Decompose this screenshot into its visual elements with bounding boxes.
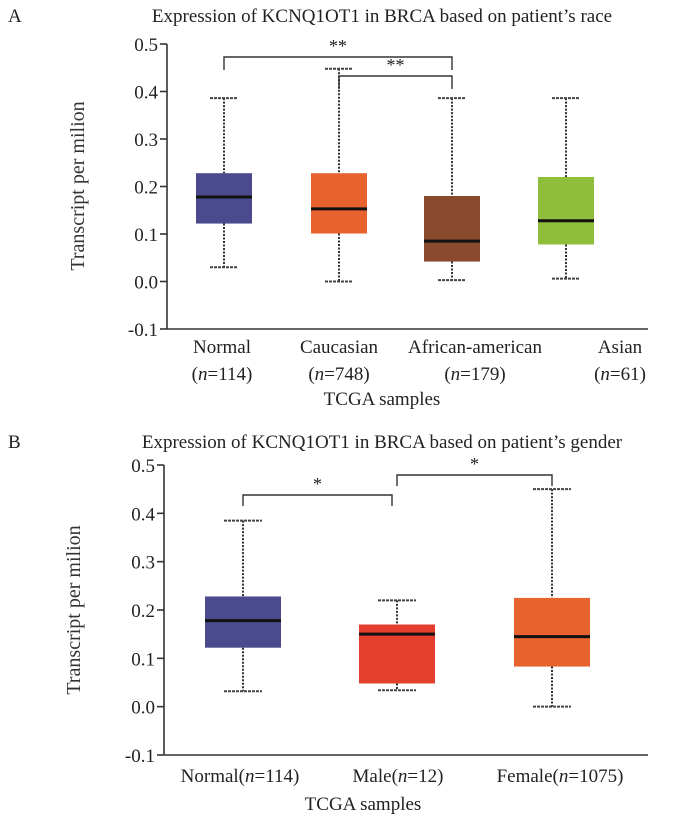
panel-b-y-tick-label: 0.1 — [131, 649, 155, 670]
significance-label: ** — [329, 36, 347, 56]
panel-b-x-axis-label: TCGA samples — [305, 794, 422, 815]
panel-a-x-category-n: (n=114) — [192, 364, 253, 385]
panel-b-y-tick-label: -0.1 — [125, 746, 155, 767]
panel-a-box-asian — [538, 97, 594, 280]
panel-a-box-caucasian — [311, 67, 367, 283]
panel-a-x-category-label: Caucasian — [300, 337, 379, 358]
panel-b-x-category-label: Male(n=12) — [353, 766, 444, 787]
panel-a-significance-bracket: ** — [338, 55, 453, 89]
panel-a-y-tick-label: 0.1 — [134, 225, 158, 246]
interquartile-box — [311, 173, 367, 234]
panel-a-x-axis-label: TCGA samples — [324, 389, 441, 410]
panel-a-y-tick-label: 0.2 — [134, 178, 158, 199]
significance-label: * — [470, 454, 479, 474]
panel-a-y-tick-label: -0.1 — [128, 320, 158, 341]
panel-b-title: Expression of KCNQ1OT1 in BRCA based on … — [142, 432, 623, 453]
panel-a-box-normal — [196, 97, 252, 269]
panel-b-box-female — [514, 488, 590, 708]
interquartile-box — [538, 177, 594, 245]
panel-b-y-tick-label: 0.4 — [131, 504, 155, 525]
significance-label: ** — [387, 55, 405, 75]
panel-a-y-tick-label: 0.3 — [134, 130, 158, 151]
panel-b-significance-bracket: * — [396, 454, 553, 486]
panel-b-letter: B — [8, 432, 21, 453]
panel-b-plot: 0.5 0.4 0.3 0.2 0.1 0.0 -0.1 Normal(n=114) Male(… — [125, 454, 648, 787]
panel-a-plot: 0.5 0.4 0.3 0.2 0.1 0.0 -0.1 Normal (n=114) Cauca… — [128, 35, 648, 385]
bracket-line — [338, 75, 453, 89]
panel-b-y-tick-label: 0.2 — [131, 601, 155, 622]
panel-a-y-tick-label: 0.5 — [134, 35, 158, 56]
panel-a-y-axis-label: Transcript per milion — [67, 101, 89, 270]
panel-b-y-tick-label: 0.3 — [131, 553, 155, 574]
panel-a-x-category-label: African-american — [408, 337, 542, 358]
panel-a-y-tick-label: 0.0 — [134, 273, 158, 294]
panel-a-significance-bracket: ** — [223, 36, 453, 70]
panel-a-x-category-label: Normal — [193, 337, 251, 358]
panel-a-x-category-n: (n=61) — [594, 364, 646, 385]
bracket-line — [396, 474, 553, 486]
panel-a-box-african-american — [424, 97, 480, 282]
panel-b-y-tick-label: 0.5 — [131, 456, 155, 477]
panel-a-x-category-n: (n=748) — [308, 364, 369, 385]
panel-a-y-tick-label: 0.4 — [134, 83, 158, 104]
bracket-line — [242, 494, 393, 506]
panel-b-box-normal — [205, 519, 281, 693]
significance-label: * — [313, 474, 322, 494]
panel-b-significance-bracket: * — [242, 474, 393, 506]
panel-b-x-category-label: Female(n=1075) — [497, 766, 624, 787]
panel-a-title: Expression of KCNQ1OT1 in BRCA based on … — [152, 6, 612, 27]
interquartile-box — [424, 196, 480, 262]
panel-b: B Expression of KCNQ1OT1 in BRCA based o… — [8, 432, 648, 815]
panel-b-x-category-label: Normal(n=114) — [181, 766, 300, 787]
interquartile-box — [514, 597, 590, 667]
panel-b-y-axis-label: Transcript per milion — [63, 525, 85, 694]
panel-a-x-category-label: Asian — [598, 337, 643, 358]
bracket-line — [223, 56, 453, 70]
panel-b-y-tick-label: 0.0 — [131, 698, 155, 719]
panel-a-x-category-n: (n=179) — [444, 364, 505, 385]
panel-a: A Expression of KCNQ1OT1 in BRCA based o… — [8, 6, 648, 410]
panel-a-letter: A — [8, 6, 22, 27]
panel-b-box-male — [359, 599, 435, 692]
